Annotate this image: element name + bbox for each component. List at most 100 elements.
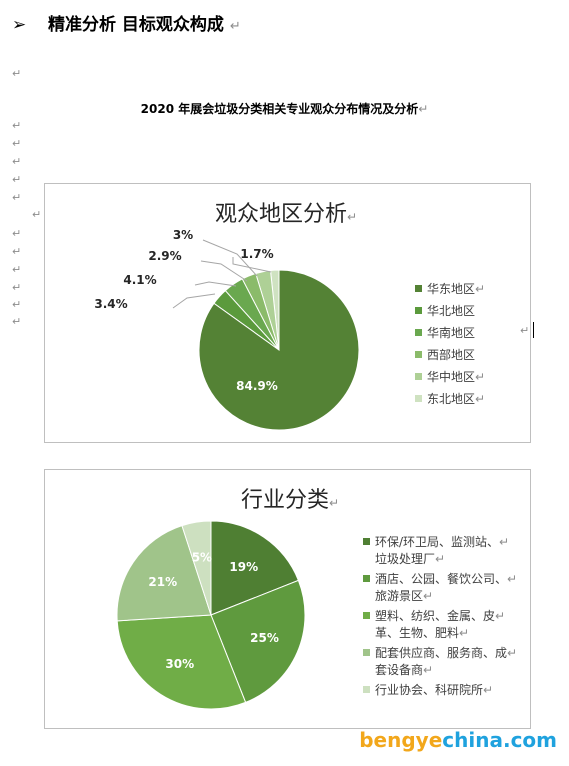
- paragraph-mark: ↵: [12, 245, 22, 258]
- data-label: 4.1%: [123, 273, 156, 287]
- pie-slice-4: [116, 524, 212, 622]
- paragraph-mark: ↵: [435, 552, 446, 566]
- data-label: 1.7%: [240, 247, 273, 261]
- legend-label: 塑料、纺织、金属、皮↵: [363, 608, 505, 625]
- leader-line: [194, 281, 237, 287]
- legend-swatch: [415, 285, 422, 292]
- legend-item: 环保/环卫局、监测站、↵ 垃圾处理厂↵: [363, 534, 509, 568]
- bullet-arrow-icon: ➢: [12, 15, 27, 35]
- watermark-part1: bengye: [359, 728, 443, 752]
- data-label: 5%: [192, 550, 212, 564]
- paragraph-mark: ↵: [12, 281, 22, 294]
- data-label: 2.9%: [148, 249, 181, 263]
- chart-title: 行业分类↵: [241, 482, 339, 514]
- paragraph-mark: ↵: [12, 137, 22, 150]
- data-label: 3%: [173, 228, 193, 242]
- legend-label: 华中地区: [427, 370, 476, 384]
- legend-label: 垃圾处理厂↵: [375, 552, 446, 566]
- paragraph-mark: ↵: [12, 263, 22, 276]
- paragraph-mark: ↵: [423, 589, 434, 603]
- pie-slice-3: [116, 614, 247, 710]
- legend-item: 华东地区↵: [415, 280, 485, 297]
- legend-item: 华南地区: [415, 324, 475, 341]
- legend-swatch: [415, 351, 422, 358]
- paragraph-mark: ↵: [347, 210, 358, 224]
- data-label: 84.9%: [236, 379, 278, 393]
- pie-slice-5: [181, 520, 212, 616]
- document-title: 2020 年展会垃圾分类相关专业观众分布情况及分析↵: [0, 100, 569, 117]
- data-label: 30%: [165, 657, 194, 671]
- paragraph-mark: ↵: [495, 609, 506, 623]
- text-cursor: [533, 322, 534, 338]
- legend-item: 西部地区: [415, 346, 475, 363]
- legend-label: 旅游景区↵: [375, 589, 434, 603]
- section-heading-text: 精准分析 目标观众构成: [48, 15, 224, 35]
- data-label: 3.4%: [94, 297, 127, 311]
- paragraph-mark: ↵: [229, 19, 241, 34]
- legend-swatch: [363, 686, 370, 693]
- legend-label: 套设备商↵: [375, 663, 434, 677]
- legend-label: 华北地区: [427, 304, 476, 318]
- paragraph-mark: ↵: [499, 535, 510, 549]
- paragraph-mark: ↵: [475, 392, 486, 406]
- paragraph-mark: ↵: [12, 119, 22, 132]
- pie-slice-1: [198, 269, 360, 431]
- paragraph-mark: ↵: [475, 282, 486, 296]
- legend-label: 酒店、公园、餐饮公司、↵: [363, 571, 517, 588]
- legend-label: 华东地区: [427, 282, 476, 296]
- chart-title-text: 行业分类: [241, 488, 330, 513]
- legend-swatch: [415, 395, 422, 402]
- leader-line: [172, 293, 216, 309]
- paragraph-mark: ↵: [12, 191, 22, 204]
- legend-item: 酒店、公园、餐饮公司、↵ 旅游景区↵: [363, 571, 517, 605]
- watermark-part2: china.com: [442, 728, 557, 752]
- pie-slice-2: [210, 579, 306, 704]
- chart-title-text: 观众地区分析: [215, 202, 348, 227]
- pie-slice-1: [210, 520, 300, 616]
- paragraph-mark: ↵: [520, 324, 530, 337]
- paragraph-mark: ↵: [12, 227, 22, 240]
- paragraph-mark: ↵: [32, 208, 42, 221]
- legend-label: 环保/环卫局、监测站、↵: [363, 534, 509, 551]
- legend-label: 配套供应商、服务商、成↵: [363, 645, 517, 662]
- paragraph-mark: ↵: [507, 572, 518, 586]
- legend-item: 东北地区↵: [415, 390, 485, 407]
- data-label: 19%: [229, 560, 258, 574]
- region-pie-chart[interactable]: 观众地区分析↵ 84.9% 3.4% 4.1% 2.9% 3% 1.7% 华东地区↵ 华北…: [44, 183, 531, 443]
- legend-swatch: [415, 373, 422, 380]
- legend-label: 东北地区: [427, 392, 476, 406]
- legend-item: 配套供应商、服务商、成↵ 套设备商↵: [363, 645, 517, 679]
- leader-line: [200, 260, 248, 282]
- paragraph-mark: ↵: [418, 102, 429, 116]
- legend-swatch: [363, 538, 370, 545]
- legend-swatch: [415, 329, 422, 336]
- legend-label: 行业协会、科研院所↵: [363, 682, 493, 699]
- leader-line: [232, 257, 272, 273]
- legend-item: 华中地区↵: [415, 368, 485, 385]
- paragraph-mark: ↵: [12, 67, 22, 80]
- paragraph-mark: ↵: [475, 370, 486, 384]
- paragraph-mark: ↵: [12, 315, 22, 328]
- industry-pie-chart[interactable]: 行业分类↵ 19% 25% 30% 21% 5% 环保/环卫局、监测站、↵ 垃圾处理厂↵ 酒…: [44, 469, 531, 729]
- chart-title: 观众地区分析↵: [215, 196, 357, 228]
- legend-label: 华南地区: [427, 326, 476, 340]
- paragraph-mark: ↵: [12, 173, 22, 186]
- legend-item: 华北地区: [415, 302, 475, 319]
- legend-label: 西部地区: [427, 348, 476, 362]
- site-watermark: bengyechina.com: [359, 728, 557, 752]
- paragraph-mark: ↵: [459, 626, 470, 640]
- data-label: 25%: [250, 631, 279, 645]
- legend-item: 塑料、纺织、金属、皮↵ 革、生物、肥料↵: [363, 608, 505, 642]
- leader-line: [202, 239, 258, 277]
- legend-swatch: [363, 575, 370, 582]
- paragraph-mark: ↵: [507, 646, 518, 660]
- industry-pie-svg: 19% 25% 30% 21% 5%: [116, 520, 306, 710]
- legend-swatch: [363, 612, 370, 619]
- paragraph-mark: ↵: [423, 663, 434, 677]
- document-title-text: 2020 年展会垃圾分类相关专业观众分布情况及分析: [140, 102, 419, 116]
- paragraph-mark: ↵: [329, 496, 340, 510]
- paragraph-mark: ↵: [12, 298, 22, 311]
- legend-swatch: [415, 307, 422, 314]
- paragraph-mark: ↵: [483, 683, 494, 697]
- legend-swatch: [363, 649, 370, 656]
